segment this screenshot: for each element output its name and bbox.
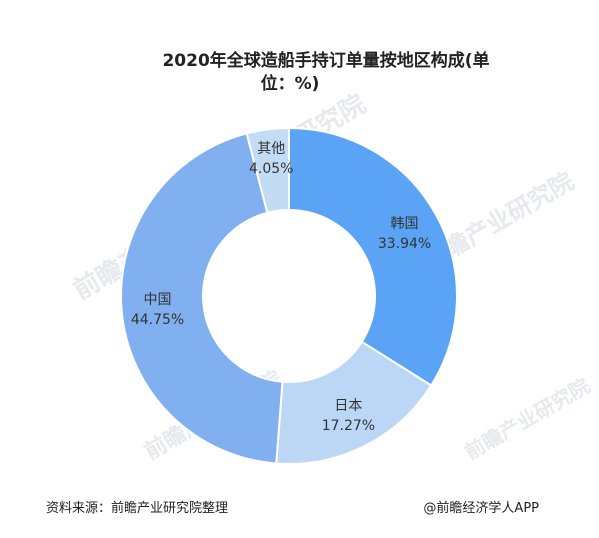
slice-value-label: 44.75%: [131, 312, 184, 328]
slice-category-label: 其他: [257, 141, 285, 157]
slices: [120, 126, 458, 465]
slice-labels: 韩国 33.94% 日本 17.27% 中国 44.75% 其他 4.05%: [131, 141, 431, 434]
slice-1: [288, 126, 458, 387]
chart-title-line-1: 2020年全球造船手持订单量按地区构成(单: [162, 50, 489, 71]
slice-value-label: 17.27%: [322, 418, 375, 434]
chart-title-line-2: 位：%): [261, 73, 320, 94]
watermark-text: 前瞻产业研究院: [461, 374, 594, 465]
slice-category-label: 日本: [334, 398, 362, 414]
source-note: 资料来源：前瞻产业研究院整理: [46, 501, 229, 516]
credit-note: @前瞻经济学人APP: [423, 501, 539, 516]
slice-value-label: 4.05%: [249, 161, 293, 177]
slice-category-label: 韩国: [391, 216, 419, 232]
slice-4: [245, 126, 290, 214]
slice-value-label: 33.94%: [378, 236, 431, 252]
slice-category-label: 中国: [144, 292, 172, 308]
slice-3: [120, 132, 284, 465]
